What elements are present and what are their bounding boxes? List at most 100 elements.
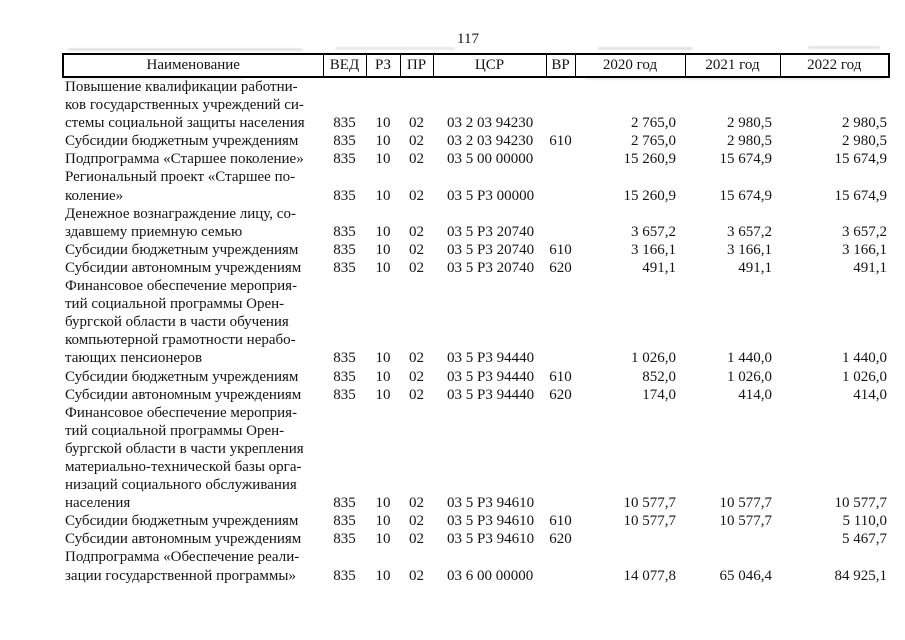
table-header: Наименование ВЕД РЗ ПР ЦСР ВР 2020 год 2… <box>62 53 890 78</box>
cell-pr: 02 <box>409 223 424 240</box>
cell-year-2020: 3 657,2 <box>631 223 676 240</box>
cell-vr <box>546 77 575 132</box>
table-row: Субсидии автономным учреждениям 835 10 0… <box>63 386 889 404</box>
cell-year-2021: 10 577,7 <box>719 495 773 512</box>
cell-year-2021: 1 440,0 <box>727 350 772 367</box>
cell-rz: 10 <box>375 241 391 258</box>
cell-rz: 10 <box>375 567 391 584</box>
cell-vr: 620 <box>549 259 572 276</box>
cell-year-2022: 1 026,0 <box>842 368 887 385</box>
col-header-pr: ПР <box>399 53 434 78</box>
col-header-vr: ВР <box>545 53 576 78</box>
cell-year-2022: 5 110,0 <box>842 513 887 530</box>
cell-rz: 10 <box>375 223 391 240</box>
cell-pr: 02 <box>409 567 424 584</box>
col-header-name: Наименование <box>62 53 324 78</box>
col-header-2021: 2021 год <box>684 53 781 78</box>
cell-rz: 10 <box>375 133 391 150</box>
col-header-csr: ЦСР <box>432 53 547 78</box>
cell-year-2021 <box>685 530 780 548</box>
table-row: Финансовое обеспечение мероприя- тий соц… <box>63 277 889 367</box>
cell-ved: 835 <box>333 115 356 132</box>
cell-vr <box>546 277 575 367</box>
cell-ved: 835 <box>333 187 356 204</box>
cell-year-2020: 852,0 <box>642 368 676 385</box>
scan-artifact <box>68 48 303 51</box>
cell-name: Субсидии бюджетным учреждениям <box>65 241 299 258</box>
cell-pr: 02 <box>409 241 424 258</box>
cell-year-2021: 414,0 <box>738 386 772 403</box>
cell-name: Денежное вознаграждение лицу, со- здавше… <box>65 205 296 240</box>
cell-vr: 610 <box>549 241 572 258</box>
cell-year-2020: 2 765,0 <box>631 133 676 150</box>
cell-ved: 835 <box>333 386 356 403</box>
cell-rz: 10 <box>375 495 391 512</box>
cell-year-2021: 2 980,5 <box>727 115 772 132</box>
cell-year-2021: 3 657,2 <box>727 223 772 240</box>
table-header-row: Наименование ВЕД РЗ ПР ЦСР ВР 2020 год 2… <box>62 53 890 78</box>
cell-ved: 835 <box>333 531 356 548</box>
cell-vr <box>546 404 575 513</box>
table-row: Субсидии автономным учреждениям 835 10 0… <box>63 530 889 548</box>
cell-year-2022: 414,0 <box>853 386 887 403</box>
cell-year-2020: 491,1 <box>642 259 676 276</box>
table-row: Финансовое обеспечение мероприя- тий соц… <box>63 404 889 513</box>
cell-year-2020: 3 166,1 <box>631 241 676 258</box>
cell-year-2021: 2 980,5 <box>727 133 772 150</box>
cell-ved: 835 <box>333 151 356 168</box>
cell-name: Подпрограмма «Старшее поколение» <box>65 151 304 168</box>
cell-year-2022: 15 674,9 <box>834 151 888 168</box>
col-header-rz: РЗ <box>365 53 401 78</box>
cell-year-2021: 10 577,7 <box>719 513 773 530</box>
cell-csr: 03 5 Р3 20740 <box>447 259 535 276</box>
cell-rz: 10 <box>375 350 391 367</box>
cell-csr: 03 5 Р3 20740 <box>447 241 535 258</box>
cell-vr: 610 <box>549 368 572 385</box>
table-row: Субсидии бюджетным учреждениям 835 10 02… <box>63 241 889 259</box>
cell-vr: 610 <box>549 513 572 530</box>
scan-artifact <box>335 47 455 50</box>
cell-name: Субсидии бюджетным учреждениям <box>65 368 299 385</box>
cell-csr: 03 2 03 94230 <box>447 133 534 150</box>
cell-name: Субсидии автономным учреждениям <box>65 531 302 548</box>
cell-year-2020: 10 577,7 <box>623 495 677 512</box>
cell-year-2022: 84 925,1 <box>834 567 888 584</box>
cell-year-2022: 2 980,5 <box>842 115 887 132</box>
cell-rz: 10 <box>375 368 391 385</box>
cell-name: Субсидии автономным учреждениям <box>65 386 302 403</box>
cell-year-2022: 491,1 <box>853 259 887 276</box>
table-row: Региональный проект «Старшее по- коление… <box>63 168 889 204</box>
cell-csr: 03 2 03 94230 <box>447 115 534 132</box>
cell-ved: 835 <box>333 567 356 584</box>
cell-pr: 02 <box>409 151 424 168</box>
cell-csr: 03 6 00 00000 <box>447 567 534 584</box>
cell-csr: 03 5 Р3 00000 <box>447 187 535 204</box>
cell-ved: 835 <box>333 513 356 530</box>
cell-name: Субсидии автономным учреждениям <box>65 259 302 276</box>
cell-csr: 03 5 00 00000 <box>447 151 534 168</box>
cell-pr: 02 <box>409 495 424 512</box>
page-number: 117 <box>457 31 479 47</box>
cell-pr: 02 <box>409 187 424 204</box>
cell-year-2021: 15 674,9 <box>719 151 773 168</box>
cell-year-2020: 15 260,9 <box>623 187 677 204</box>
scan-artifact <box>585 78 885 80</box>
cell-csr: 03 5 Р3 94610 <box>447 531 535 548</box>
cell-rz: 10 <box>375 531 391 548</box>
cell-pr: 02 <box>409 368 424 385</box>
cell-pr: 02 <box>409 259 424 276</box>
cell-pr: 02 <box>409 115 424 132</box>
cell-ved: 835 <box>333 495 356 512</box>
cell-csr: 03 5 Р3 20740 <box>447 223 535 240</box>
cell-vr: 620 <box>549 386 572 403</box>
cell-csr: 03 5 Р3 94610 <box>447 495 535 512</box>
cell-year-2022: 15 674,9 <box>834 187 888 204</box>
cell-year-2021: 1 026,0 <box>727 368 772 385</box>
cell-rz: 10 <box>375 187 391 204</box>
cell-year-2020: 2 765,0 <box>631 115 676 132</box>
table-row: Субсидии бюджетным учреждениям 835 10 02… <box>63 132 889 150</box>
cell-rz: 10 <box>375 513 391 530</box>
cell-name: Повышение квалификации работни- ков госу… <box>65 79 305 132</box>
cell-year-2022: 3 166,1 <box>842 241 887 258</box>
